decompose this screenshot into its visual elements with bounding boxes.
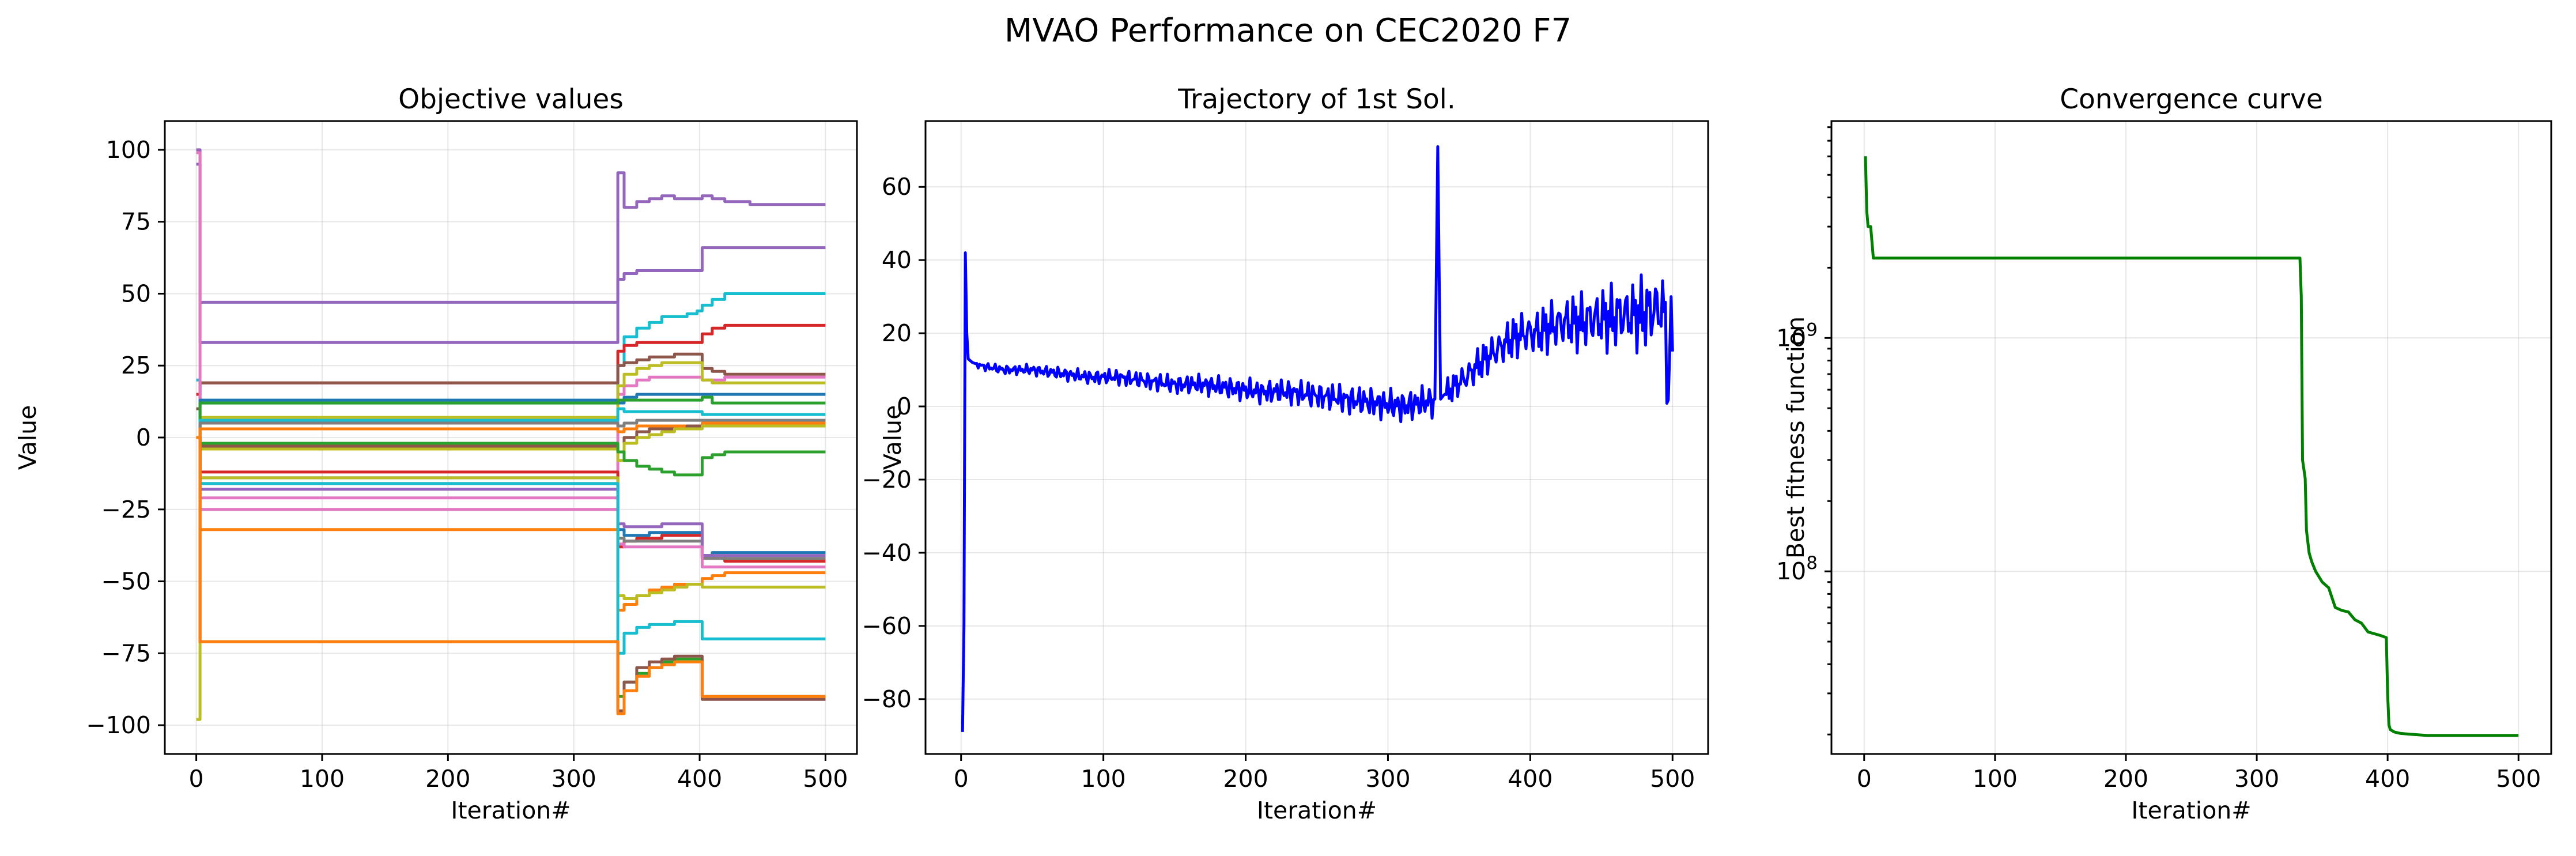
series-group: [961, 145, 1674, 732]
x-tick-label: 200: [425, 765, 470, 793]
x-tick-label: 0: [189, 765, 204, 793]
y-tick-label: −20: [862, 466, 912, 493]
series-line: [196, 436, 826, 612]
y-tick-label: 0: [897, 393, 912, 420]
series-line: [196, 395, 826, 439]
x-tick-label: 500: [1650, 765, 1695, 793]
grid: [1831, 121, 2551, 754]
y-tick-label: 20: [882, 319, 912, 347]
series-line: [196, 436, 826, 600]
y-tick-label: 100: [106, 136, 151, 164]
y-axis-label: Value: [879, 405, 906, 470]
x-tick-label: 500: [2496, 765, 2541, 793]
y-tick-label: 0: [136, 424, 151, 451]
figure-suptitle: MVAO Performance on CEC2020 F7: [1004, 12, 1572, 50]
grid: [926, 121, 1708, 754]
x-tick-label: 300: [2234, 765, 2279, 793]
y-tick-label: −75: [101, 639, 151, 667]
y-tick-label: −25: [101, 496, 151, 523]
x-tick-label: 300: [552, 765, 596, 793]
convergence-panel: 0 100 200 300 400 500 108 109 Convergence curve I…: [1776, 84, 2552, 824]
y-axis-label: Value: [14, 405, 41, 470]
y-tick-label: 25: [121, 352, 151, 379]
x-tick-label: 0: [1857, 765, 1872, 793]
series-line: [196, 292, 826, 405]
trajectory-panel: 0 100 200 300 400 500 −80 −60 −40 −20 0 20 40 60 Traje…: [862, 84, 1709, 824]
x-tick-label: 200: [2103, 765, 2148, 793]
x-tick-label: 100: [1973, 765, 2018, 793]
x-tick-label: 500: [803, 765, 848, 793]
axes-title: Convergence curve: [2060, 84, 2323, 115]
y-tick-label: 108: [1776, 553, 1818, 585]
series-line: [196, 361, 826, 721]
series-group: [196, 148, 826, 721]
y-tick-label: −80: [862, 685, 912, 713]
series-line: [196, 352, 826, 410]
y-tick-label: 50: [121, 280, 151, 307]
series-line: [196, 436, 826, 655]
x-tick-label: 100: [1081, 765, 1126, 793]
series-line: [196, 436, 826, 715]
y-tick-label: 60: [882, 173, 912, 201]
grid: [165, 121, 857, 754]
series-line: [196, 421, 826, 439]
x-tick-label: 0: [954, 765, 969, 793]
x-axis-label: Iteration#: [2131, 797, 2251, 824]
axes-frame: [1830, 120, 2552, 755]
series-line: [196, 436, 826, 569]
x-tick-label: 300: [1365, 765, 1410, 793]
axes-title: Trajectory of 1st Sol.: [1177, 84, 1456, 115]
y-tick-label: −100: [86, 711, 151, 739]
x-tick-label: 400: [2365, 765, 2410, 793]
axes-title: Objective values: [398, 84, 624, 115]
x-tick-label: 400: [677, 765, 722, 793]
series-line: [196, 407, 826, 439]
y-tick-label: −40: [862, 539, 912, 567]
series-line: [196, 148, 826, 304]
x-tick-label: 400: [1508, 765, 1553, 793]
series-line: [961, 145, 1674, 732]
x-axis-label: Iteration#: [451, 797, 571, 824]
y-axis-label: Best fitness function: [1782, 316, 1810, 559]
series-line: [1864, 156, 2519, 737]
y-tick-label: 75: [121, 208, 151, 236]
y-tick-label: 40: [882, 246, 912, 274]
axes-frame: [924, 120, 1709, 755]
series-line: [196, 393, 826, 439]
x-tick-label: 100: [300, 765, 345, 793]
x-axis-label: Iteration#: [1257, 797, 1377, 824]
series-line: [196, 418, 826, 439]
y-tick-label: −50: [101, 568, 151, 595]
objective-values-panel: 0 100 200 300 400 500 −100 −75 −50 −25 0 25 50 75 100 O…: [14, 84, 858, 824]
x-tick-label: 200: [1223, 765, 1268, 793]
y-tick-label: 109: [1776, 319, 1818, 352]
series-group: [1864, 156, 2519, 737]
series-line: [196, 436, 826, 477]
series-line: [196, 163, 826, 344]
y-tick-label: −60: [862, 612, 912, 640]
series-line: [196, 151, 826, 511]
